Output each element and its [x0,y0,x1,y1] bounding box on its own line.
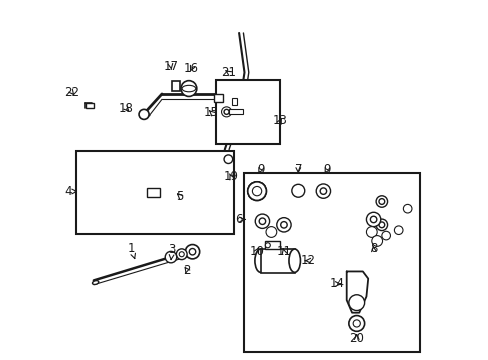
Polygon shape [346,271,367,313]
Text: 9: 9 [256,163,264,176]
Text: 10: 10 [249,244,264,257]
Text: 21: 21 [221,66,235,79]
Circle shape [165,251,176,263]
Circle shape [348,316,364,331]
Bar [231,98,237,105]
Circle shape [291,184,304,197]
Circle shape [265,226,276,237]
Bar [146,188,159,197]
Text: 15: 15 [203,106,219,119]
Circle shape [259,218,265,225]
Text: 14: 14 [329,278,344,291]
Circle shape [252,186,261,196]
Circle shape [348,295,364,311]
Circle shape [371,235,382,246]
Circle shape [378,199,384,204]
Circle shape [221,107,231,117]
Text: 16: 16 [183,62,199,75]
Circle shape [224,109,228,114]
Text: 1: 1 [127,242,135,258]
Circle shape [403,204,411,213]
Bar [86,103,94,108]
Text: 2: 2 [183,264,190,277]
Circle shape [316,184,330,198]
Circle shape [247,182,266,201]
Bar [244,173,419,352]
Ellipse shape [182,85,195,92]
Text: 7: 7 [294,163,302,176]
Bar [215,80,280,144]
Circle shape [375,196,387,207]
Text: 9: 9 [323,163,330,176]
Ellipse shape [92,281,99,284]
Circle shape [224,155,232,163]
Text: 5: 5 [176,190,183,203]
Text: 19: 19 [223,170,238,183]
Text: 12: 12 [300,254,315,267]
Circle shape [381,231,389,240]
Circle shape [280,222,286,228]
Text: 17: 17 [163,60,178,73]
Circle shape [185,244,199,259]
Text: 22: 22 [64,86,79,99]
Text: 18: 18 [119,102,133,115]
Ellipse shape [254,249,266,273]
Bar [76,151,233,234]
Text: 6: 6 [234,213,242,226]
Circle shape [320,188,326,194]
Circle shape [378,222,384,228]
Circle shape [247,182,266,201]
Circle shape [265,243,270,248]
Bar [265,241,280,249]
Circle shape [189,248,195,255]
Bar [214,94,223,102]
Circle shape [139,109,149,120]
Circle shape [369,216,376,223]
Circle shape [366,212,380,226]
Text: 8: 8 [369,242,377,255]
Circle shape [366,226,376,237]
Text: 11: 11 [276,245,291,258]
Text: 13: 13 [272,114,287,127]
Circle shape [276,218,290,232]
Text: 4: 4 [64,185,72,198]
Ellipse shape [288,249,300,273]
Circle shape [375,219,387,230]
Bar [260,249,294,273]
Circle shape [181,81,196,96]
Text: 3: 3 [168,243,175,260]
Text: 20: 20 [348,332,364,345]
Bar [172,81,180,91]
Circle shape [255,214,269,228]
Bar [229,109,243,114]
Circle shape [352,320,360,327]
Circle shape [252,186,261,196]
Circle shape [179,252,184,257]
Circle shape [176,249,187,260]
Circle shape [394,226,402,234]
